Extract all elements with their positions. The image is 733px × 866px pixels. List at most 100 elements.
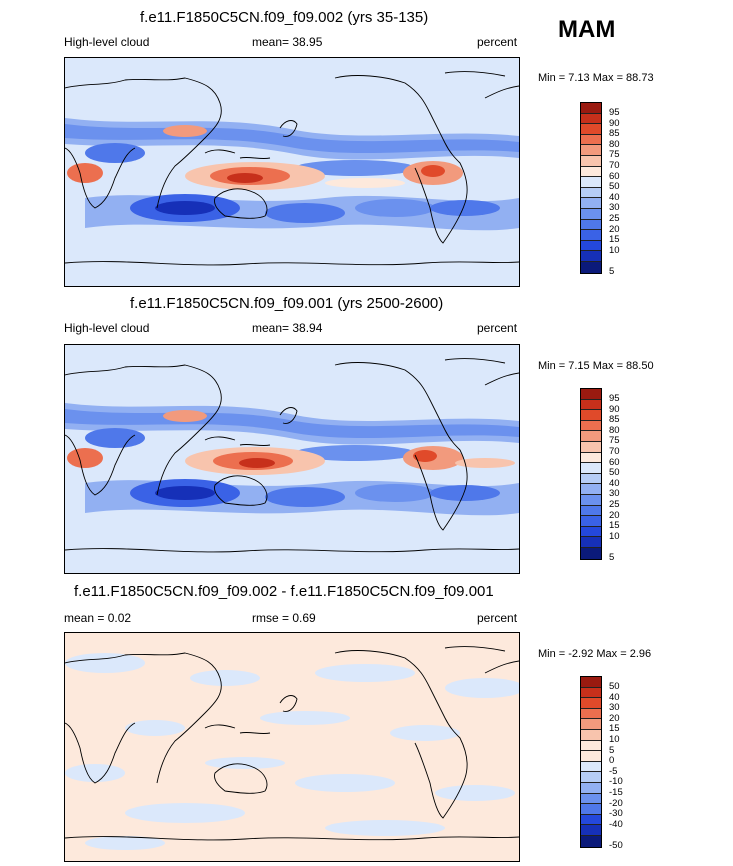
- cb2-tick: 85: [609, 414, 620, 425]
- panel-2-variable-label: High-level cloud: [64, 321, 150, 335]
- cb3-box: [581, 761, 601, 773]
- cb1-tick: 75: [609, 149, 620, 160]
- cb2-tick: 95: [609, 393, 620, 404]
- cb2-box: [581, 441, 601, 453]
- cb3-tick: -20: [609, 798, 623, 809]
- cb3-tick: 15: [609, 723, 620, 734]
- cb2-box: [581, 452, 601, 464]
- cb2-box: [581, 410, 601, 421]
- cb3-tick: 0: [609, 755, 615, 766]
- cb2-box: [581, 389, 601, 400]
- cb2-box: [581, 399, 601, 411]
- cb3-box: [581, 677, 601, 688]
- panel-2-units-label: percent: [477, 321, 518, 335]
- cb1-tick: 95: [609, 107, 620, 118]
- panel-1-map: [64, 57, 520, 287]
- cb3-box: [581, 751, 601, 762]
- cb1-box: [581, 208, 601, 220]
- panel-2-minmax: Min = 7.15 Max = 88.50: [538, 360, 654, 372]
- cb1-box: [581, 251, 601, 262]
- cb3-tick: 30: [609, 702, 620, 713]
- cb3-box: [581, 698, 601, 709]
- cb2-tick: 60: [609, 457, 620, 468]
- cb2-box: [581, 526, 601, 538]
- cb1-tick: 25: [609, 213, 620, 224]
- season-label: MAM: [558, 16, 616, 43]
- panel-2-map: [64, 344, 520, 574]
- panel-2-mean-label: mean= 38.94: [252, 321, 323, 335]
- cb2-box: [581, 484, 601, 495]
- panel-1-variable-label: High-level cloud: [64, 35, 150, 49]
- panel-1-colorbar: [580, 102, 602, 274]
- cb2-tick: 50: [609, 467, 620, 478]
- panel-3-colorbar: [580, 676, 602, 848]
- cb1-box: [581, 103, 601, 114]
- cb3-box: [581, 814, 601, 826]
- cb3-tick: -5: [609, 766, 618, 777]
- cb1-tick: 5: [609, 266, 615, 277]
- cb2-tick: 90: [609, 404, 620, 415]
- cb1-tick: 40: [609, 192, 620, 203]
- panel-3-map: [64, 632, 520, 862]
- cb3-box: [581, 825, 601, 836]
- panel-1-map-svg: [65, 58, 519, 286]
- panel-3-mean-label: mean = 0.02: [64, 611, 132, 625]
- cb1-tick: 20: [609, 224, 620, 235]
- panel-1-mean-label: mean= 38.95: [252, 35, 323, 49]
- cb1-tick: 90: [609, 118, 620, 129]
- cb2-tick: 20: [609, 510, 620, 521]
- cb3-tick: 20: [609, 713, 620, 724]
- cb3-tick: -40: [609, 819, 623, 830]
- cb2-tick: 30: [609, 488, 620, 499]
- cb1-tick: 60: [609, 171, 620, 182]
- cb1-box: [581, 124, 601, 135]
- cb1-tick: 85: [609, 128, 620, 139]
- cb1-box: [581, 240, 601, 252]
- cb3-tick: -10: [609, 776, 623, 787]
- cb3-tick: -15: [609, 787, 623, 798]
- cb2-box: [581, 494, 601, 506]
- cb1-box: [581, 155, 601, 167]
- panel-3-rmse-label: rmse = 0.69: [252, 611, 316, 625]
- cb1-box: [581, 134, 601, 146]
- cb2-tick: 40: [609, 478, 620, 489]
- cb1-box: [581, 177, 601, 188]
- cb2-tick: 10: [609, 531, 620, 542]
- cb3-tick: 50: [609, 681, 620, 692]
- panel-1-units-label: percent: [477, 35, 518, 49]
- cb3-tick: 5: [609, 745, 615, 756]
- cb2-box: [581, 547, 601, 559]
- cb2-box: [581, 537, 601, 548]
- cb2-tick: 80: [609, 425, 620, 436]
- cb2-tick: 25: [609, 499, 620, 510]
- cb3-tick: -50: [609, 840, 623, 851]
- cb3-box: [581, 835, 601, 847]
- cb1-box: [581, 187, 601, 199]
- cb2-box: [581, 473, 601, 485]
- panel-3-map-svg: [65, 633, 519, 861]
- panel-2-colorbar: [580, 388, 602, 560]
- cb3-box: [581, 708, 601, 720]
- cb3-box: [581, 729, 601, 741]
- panel-1-title: f.e11.F1850C5CN.f09_f09.002 (yrs 35-135): [140, 9, 429, 26]
- panel-2-title: f.e11.F1850C5CN.f09_f09.001 (yrs 2500-26…: [130, 295, 444, 312]
- cb3-box: [581, 719, 601, 730]
- cb1-box: [581, 198, 601, 209]
- cb2-box: [581, 463, 601, 474]
- cb3-tick: 10: [609, 734, 620, 745]
- cb3-box: [581, 740, 601, 752]
- cb2-tick: 70: [609, 446, 620, 457]
- cb1-tick: 80: [609, 139, 620, 150]
- cb2-box: [581, 516, 601, 527]
- cb1-box: [581, 261, 601, 273]
- cb3-tick: 40: [609, 692, 620, 703]
- panel-3-title: f.e11.F1850C5CN.f09_f09.002 - f.e11.F185…: [74, 583, 494, 600]
- cb1-box: [581, 166, 601, 178]
- cb1-tick: 70: [609, 160, 620, 171]
- cb1-tick: 50: [609, 181, 620, 192]
- cb1-tick: 10: [609, 245, 620, 256]
- cb3-box: [581, 687, 601, 699]
- cb3-box: [581, 772, 601, 783]
- panel-3-minmax: Min = -2.92 Max = 2.96: [538, 648, 652, 660]
- cb2-tick: 75: [609, 435, 620, 446]
